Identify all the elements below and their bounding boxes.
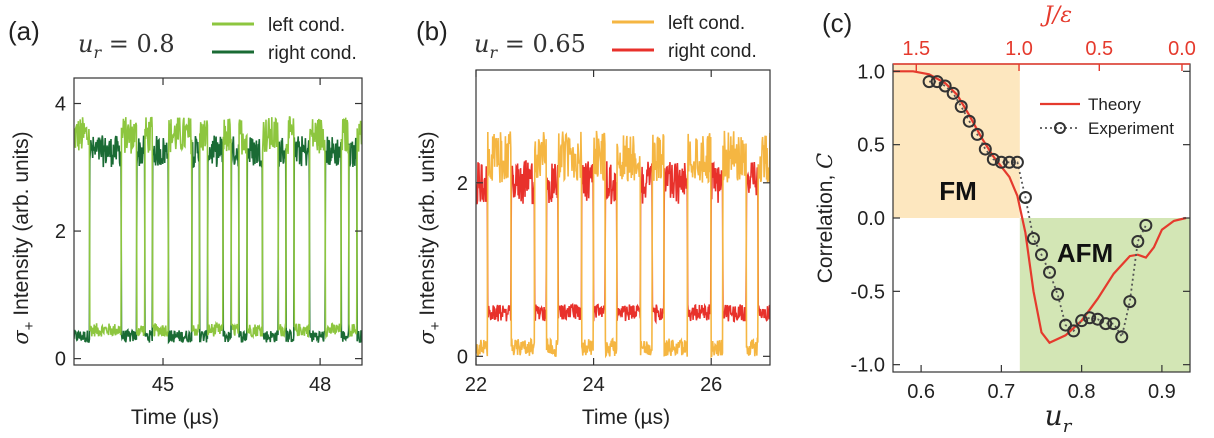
plot-frame [73,77,363,366]
data-point-experiment [1067,324,1081,338]
panel-b: (b) ur = 0.65 left cond. right cond. 22 24… [415,13,771,429]
legend-a: left cond. right cond. [212,15,357,64]
legend-marker-experiment [1054,122,1066,134]
annotation-a: ur = 0.8 [78,30,175,62]
series-line-right [476,160,770,325]
series-line-left [476,130,770,359]
y-tick-label: 0.5 [857,135,885,157]
series-line-experiment [929,80,1147,340]
x-axis-label-c: ur [1045,399,1073,437]
data-point-experiment [1083,311,1097,325]
x-axis-label-b: Time (µs) [582,406,670,429]
data-point-experiment [1123,295,1137,309]
y-tick-label: -0.5 [851,281,885,303]
region-label-fm: FM [939,176,977,206]
y-axis-label-a: σ+ Intensity (arb. units) [9,131,38,344]
y-tick-label: 4 [55,94,66,116]
legend-label: right cond. [668,41,757,62]
x-tick-label: 0.8 [1068,381,1096,403]
x-axis-label-a: Time (µs) [131,406,219,429]
x-tick-label: 0.9 [1148,381,1176,403]
legend-label: right cond. [268,43,357,64]
data-point-experiment [922,75,936,89]
panel-c: (c) J/ε FM AFM 0.6 0.7 0.8 0.9 1.5 1.0 0.5 0.0 1.0… [813,3,1196,437]
y-tick-label: -1.0 [851,355,885,377]
data-point-experiment [1099,317,1113,331]
data-point-experiment [1107,317,1121,331]
data-point-experiment [994,155,1008,169]
plot-area-c: FM AFM 0.6 0.7 0.8 0.9 1.5 1.0 0.5 0.0 1.0 0.5 0.0 -0… [851,38,1196,403]
legend-label-experiment: Experiment [1088,119,1174,138]
data-point-experiment [938,79,952,93]
y-axis-label-c: Correlation, C [813,153,837,283]
top-x-tick-label: 1.0 [1005,38,1033,60]
data-point-experiment [1139,218,1153,232]
data-point-experiment [1018,190,1032,204]
annotation-b: ur = 0.65 [474,30,586,62]
y-tick-label: 2 [457,173,468,195]
data-point-experiment [986,152,1000,166]
legend-label: left cond. [268,15,345,36]
data-point-experiment [1131,234,1145,248]
data-point-experiment [1075,314,1089,328]
series-line-left [74,116,362,340]
data-point-experiment [946,86,960,100]
panel-label-a: (a) [8,16,40,46]
data-point-experiment [1010,155,1024,169]
panel-label-b: (b) [416,16,448,46]
data-point-experiment [978,142,992,156]
x-tick-label: 24 [582,374,604,396]
x-tick-label: 48 [309,374,331,396]
data-point-experiment [1051,287,1065,301]
region-afm [1019,218,1190,372]
y-axis-label-b: σ+ Intensity (arb. units) [415,131,444,344]
top-x-axis-label-c: J/ε [1040,3,1072,28]
plot-frame [475,69,771,366]
data-point-experiment [1043,265,1057,279]
top-x-tick-label: 0.0 [1168,38,1196,60]
top-x-tick-label: 1.5 [902,38,930,60]
plot-area-b: 22 24 26 0 2 [457,69,771,396]
y-tick-label: 1.0 [857,61,885,83]
legend-b: left cond. right cond. [612,13,757,62]
y-tick-label: 0 [457,346,468,368]
x-tick-label: 22 [465,374,487,396]
x-tick-label: 45 [152,374,174,396]
data-point-experiment [954,100,968,114]
data-point-experiment [1035,248,1048,262]
legend-label: left cond. [668,13,745,34]
top-x-tick-label: 0.5 [1085,38,1113,60]
y-tick-label: 0.0 [857,208,885,230]
region-label-afm: AFM [1057,238,1113,268]
y-tick-label: 0 [55,349,66,371]
data-point-experiment [970,127,984,141]
series-line-right [74,135,362,345]
data-point-experiment [1115,330,1129,344]
y-tick-label: 2 [55,221,66,243]
plot-area-a: 45 48 0 2 4 [55,77,363,396]
data-point-experiment [962,114,976,128]
x-tick-label: 0.7 [987,381,1015,403]
legend-label-theory: Theory [1088,95,1141,114]
panel-label-c: (c) [822,8,852,38]
series-line-theory [893,70,1187,345]
panel-a: (a) ur = 0.8 left cond. right cond. 45 48 0… [8,15,363,429]
x-tick-label: 26 [700,374,722,396]
data-point-experiment [1002,155,1016,169]
x-tick-label: 0.6 [907,381,935,403]
data-point-experiment [1026,232,1040,246]
